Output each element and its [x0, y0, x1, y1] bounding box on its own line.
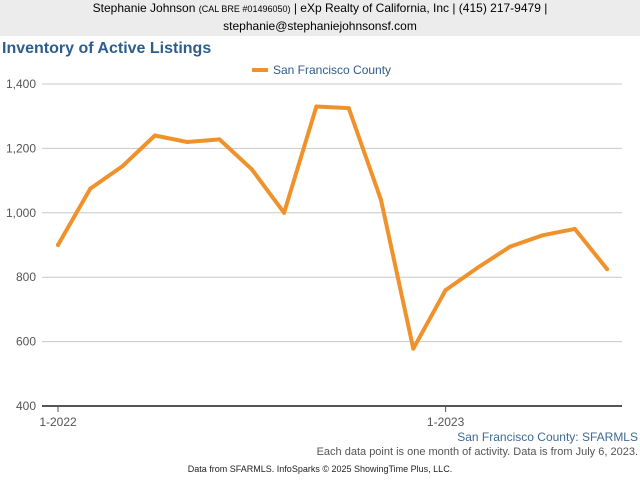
source-note: San Francisco County: SFARMLS [457, 430, 638, 444]
data-point [152, 133, 157, 138]
y-tick-label: 1,200 [6, 141, 36, 155]
data-point [379, 197, 383, 202]
y-tick-label: 400 [16, 399, 36, 413]
data-point [185, 139, 190, 144]
data-credit: Data from SFARMLS. InfoSparks © 2025 Sho… [187, 464, 453, 474]
series-line [56, 104, 610, 351]
data-point [217, 137, 222, 142]
chart-title: Inventory of Active Listings [2, 40, 212, 57]
data-point [346, 106, 351, 111]
agent-header: Stephanie Johnson (CAL BRE #01496050) | … [0, 0, 640, 36]
agent-name: Stephanie Johnson [92, 1, 196, 15]
data-point [540, 233, 545, 238]
data-point [314, 104, 319, 109]
x-tick-label: 1-2022 [39, 415, 77, 429]
data-point [443, 288, 448, 293]
y-tick-label: 1,000 [6, 206, 36, 220]
data-point [605, 267, 610, 272]
y-tick-label: 800 [16, 270, 36, 284]
x-tick-label: 1-2023 [427, 415, 465, 429]
y-tick-label: 600 [16, 335, 36, 349]
y-tick-label: 1,400 [6, 77, 36, 91]
data-point [508, 244, 513, 249]
data-point [475, 265, 480, 270]
data-point [282, 210, 287, 215]
data-point [56, 243, 60, 247]
agent-info-line: Stephanie Johnson (CAL BRE #01496050) | … [0, 0, 640, 18]
data-point [572, 226, 577, 231]
agent-email: stephanie@stephaniejohnsonsf.com [223, 19, 417, 33]
data-description: Each data point is one month of activity… [316, 446, 638, 458]
agent-company: | eXp Realty of California, Inc | (415) … [293, 1, 548, 15]
data-point [88, 186, 93, 191]
data-point [411, 346, 416, 351]
data-point [249, 167, 254, 172]
agent-license: (CAL BRE #01496050) [198, 4, 291, 14]
legend-label: San Francisco County [273, 63, 391, 77]
data-point [120, 164, 125, 169]
